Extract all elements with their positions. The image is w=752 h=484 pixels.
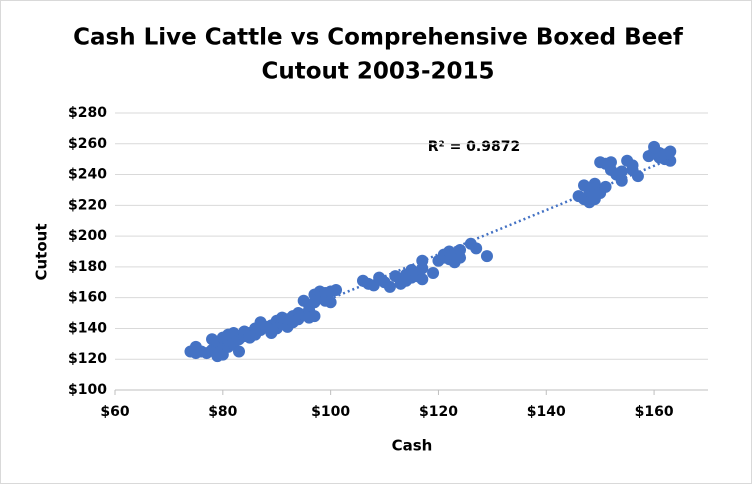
x-tick-label: $100 xyxy=(311,404,350,420)
point xyxy=(664,154,677,167)
point xyxy=(416,273,429,286)
point xyxy=(470,242,483,255)
y-tick-label: $200 xyxy=(68,228,107,244)
y-tick-label: $220 xyxy=(68,197,107,213)
point xyxy=(631,170,644,183)
y-tick-label: $100 xyxy=(68,382,107,398)
y-tick-label: $160 xyxy=(68,290,107,306)
point xyxy=(615,174,628,187)
x-tick-label: $80 xyxy=(208,404,237,420)
x-tick-label: $120 xyxy=(419,404,458,420)
y-tick-label: $140 xyxy=(68,320,107,336)
point xyxy=(330,283,343,296)
x-tick-label: $160 xyxy=(635,404,674,420)
r-squared: R² = 0.9872 xyxy=(428,139,520,155)
point xyxy=(599,180,612,193)
point xyxy=(664,145,677,158)
point xyxy=(383,280,396,293)
point xyxy=(615,165,628,178)
point xyxy=(427,267,440,280)
trendline xyxy=(189,158,671,358)
chart-title: Cash Live Cattle vs Comprehensive Boxed … xyxy=(73,25,684,51)
x-tick-label: $60 xyxy=(100,404,129,420)
x-tick-label: $140 xyxy=(527,404,566,420)
y-tick-label: $240 xyxy=(68,167,107,183)
y-tick-label: $120 xyxy=(68,351,107,367)
y-tick-label: $260 xyxy=(68,136,107,152)
point xyxy=(232,345,245,358)
chart-title: Cutout 2003-2015 xyxy=(262,59,495,85)
x-axis-title: Cash xyxy=(392,437,433,455)
point xyxy=(324,296,337,309)
y-axis-title: Cutout xyxy=(33,223,51,280)
point xyxy=(454,243,467,256)
y-tick-label: $280 xyxy=(68,105,107,121)
y-tick-label: $180 xyxy=(68,259,107,275)
point xyxy=(480,250,493,263)
point xyxy=(308,310,321,323)
point xyxy=(626,159,639,172)
